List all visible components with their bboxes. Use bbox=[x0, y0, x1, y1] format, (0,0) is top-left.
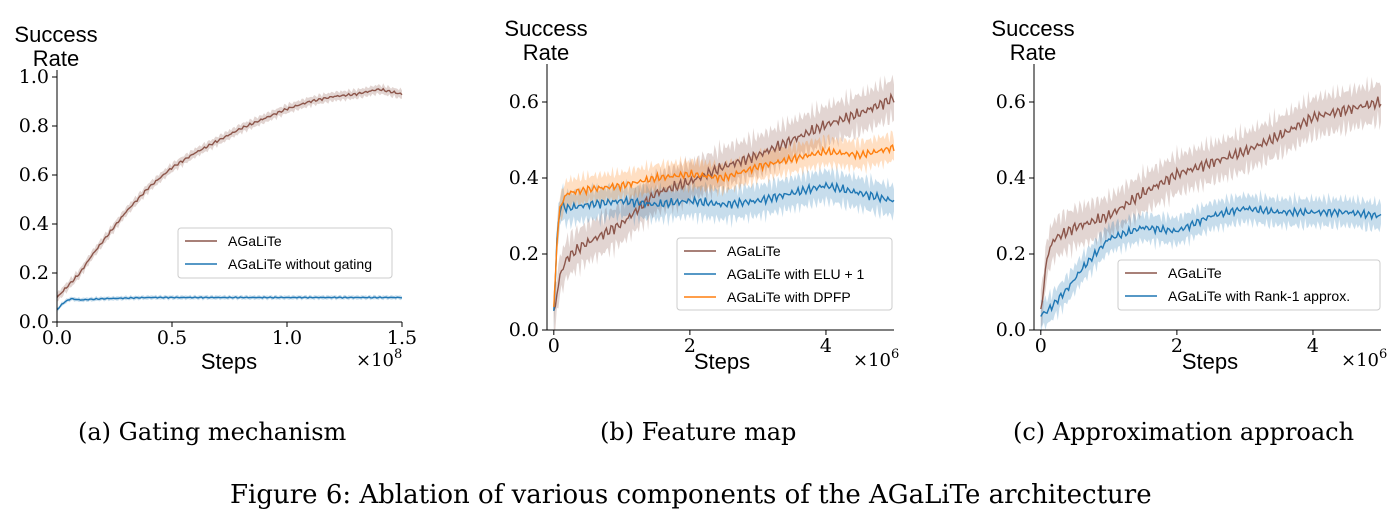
series-line-1 bbox=[56, 296, 403, 311]
series-band-1 bbox=[1040, 189, 1381, 334]
legend: AGaLiTe AGaLiTe with Rank-1 approx. bbox=[1117, 259, 1381, 311]
x-axis-label: Steps bbox=[1182, 349, 1238, 374]
series-line-1 bbox=[553, 181, 895, 311]
x-axis-label: Steps bbox=[201, 349, 257, 374]
y-tick-label: 0.4 bbox=[996, 167, 1026, 189]
y-tick-label: 0.6 bbox=[19, 164, 49, 186]
legend: AGaLiTe AGaLiTe with ELU + 1 AGaLiTe wit… bbox=[676, 237, 893, 311]
x-axis-multiplier: ×108 bbox=[356, 347, 402, 371]
legend-label-agalite: AGaLiTe bbox=[727, 243, 781, 259]
x-tick-label: 0 bbox=[1035, 335, 1047, 357]
y-tick-label: 0.4 bbox=[509, 167, 539, 189]
y-tick-label: 0.2 bbox=[19, 262, 49, 284]
series-band-0 bbox=[1040, 76, 1381, 328]
x-axis-multiplier: ×106 bbox=[1341, 347, 1387, 371]
series-line-1 bbox=[1040, 202, 1382, 317]
legend-label-dpfp: AGaLiTe with DPFP bbox=[727, 289, 851, 305]
subfigure-caption-a: (a) Gating mechanism bbox=[78, 418, 347, 446]
y-tick-label: 0.2 bbox=[509, 243, 539, 265]
y-axis-label-line1: Success bbox=[504, 16, 587, 41]
x-tick-label: 1.5 bbox=[387, 327, 417, 349]
series-line-0 bbox=[1040, 96, 1382, 310]
chart-panel-approximation: Success Rate 0.00.20.40.60 2 4 Steps ×106 … bbox=[991, 16, 1387, 374]
series-line-0 bbox=[56, 87, 403, 298]
series-line-0 bbox=[553, 92, 895, 312]
y-tick-label: 0.2 bbox=[996, 243, 1026, 265]
subfigure-caption-c: (c) Approximation approach bbox=[1013, 418, 1355, 446]
legend-label-agalite: AGaLiTe bbox=[1168, 265, 1222, 281]
y-tick-label: 0.4 bbox=[19, 213, 49, 235]
x-tick-label: 0.5 bbox=[157, 327, 187, 349]
x-tick-label: 0.0 bbox=[42, 327, 72, 349]
series-band-2 bbox=[553, 130, 894, 324]
legend-label-rank1: AGaLiTe with Rank-1 approx. bbox=[1168, 288, 1350, 304]
legend: AGaLiTe AGaLiTe without gating bbox=[177, 227, 393, 279]
series-band-0 bbox=[553, 74, 894, 330]
y-tick-label: 0.8 bbox=[19, 115, 49, 137]
x-tick-label: 4 bbox=[1307, 335, 1319, 357]
subfigure-caption-b: (b) Feature map bbox=[600, 418, 797, 446]
x-tick-label: 2 bbox=[684, 335, 696, 357]
series-band-1 bbox=[57, 294, 402, 312]
y-tick-label: 1.0 bbox=[19, 66, 49, 88]
x-tick-label: 2 bbox=[1171, 335, 1183, 357]
chart-panel-feature-map: Success Rate 0.00.20.40.60 2 4 Steps ×106 … bbox=[504, 16, 899, 374]
y-tick-label: 0.0 bbox=[509, 319, 539, 341]
legend-label-elu: AGaLiTe with ELU + 1 bbox=[727, 266, 865, 282]
figure-caption: Figure 6: Ablation of various components… bbox=[230, 480, 1152, 510]
y-axis-label-line2: Rate bbox=[523, 40, 569, 65]
legend-label-without-gating: AGaLiTe without gating bbox=[228, 256, 372, 272]
series-line-2 bbox=[553, 144, 895, 308]
x-tick-label: 4 bbox=[820, 335, 832, 357]
legend-label-agalite: AGaLiTe bbox=[228, 233, 282, 249]
y-tick-label: 0.0 bbox=[996, 319, 1026, 341]
y-axis-label-line1: Success bbox=[991, 16, 1074, 41]
x-tick-label: 0 bbox=[548, 335, 560, 357]
y-axis-label-line2: Rate bbox=[33, 46, 79, 71]
y-axis-label-line1: Success bbox=[14, 22, 97, 47]
x-axis-multiplier: ×106 bbox=[853, 347, 899, 371]
y-axis-label-line2: Rate bbox=[1010, 40, 1056, 65]
y-tick-label: 0.0 bbox=[19, 311, 49, 333]
y-tick-label: 0.6 bbox=[509, 91, 539, 113]
y-tick-label: 0.6 bbox=[996, 91, 1026, 113]
chart-panel-gating: Success Rate 0.0 0.2 0.4 0.6 0.8 1.0 0.0 0.5 1.0… bbox=[14, 22, 417, 374]
x-tick-label: 1.0 bbox=[272, 327, 302, 349]
x-axis-label: Steps bbox=[694, 349, 750, 374]
